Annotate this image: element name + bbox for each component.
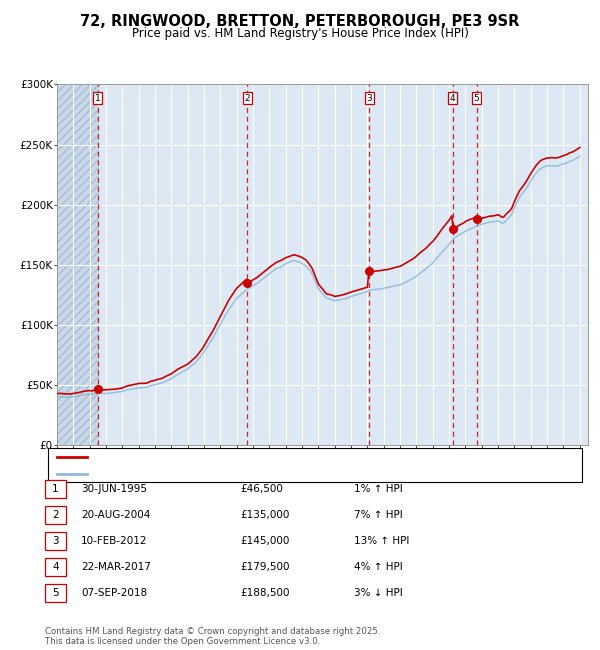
Text: 7% ↑ HPI: 7% ↑ HPI [354, 510, 403, 520]
Text: 13% ↑ HPI: 13% ↑ HPI [354, 536, 409, 546]
Text: Contains HM Land Registry data © Crown copyright and database right 2025.: Contains HM Land Registry data © Crown c… [45, 627, 380, 636]
Text: 4: 4 [52, 562, 59, 572]
Text: 72, RINGWOOD, BRETTON, PETERBOROUGH, PE3 9SR: 72, RINGWOOD, BRETTON, PETERBOROUGH, PE3… [80, 14, 520, 29]
Text: HPI: Average price, semi-detached house, City of Peterborough: HPI: Average price, semi-detached house,… [90, 469, 398, 479]
Text: This data is licensed under the Open Government Licence v3.0.: This data is licensed under the Open Gov… [45, 637, 320, 646]
Text: 20-AUG-2004: 20-AUG-2004 [81, 510, 151, 520]
Text: 1: 1 [95, 94, 101, 103]
Text: 3: 3 [52, 536, 59, 546]
Text: 1% ↑ HPI: 1% ↑ HPI [354, 484, 403, 494]
Text: 5: 5 [473, 94, 479, 103]
Text: 5: 5 [52, 588, 59, 598]
Text: 4% ↑ HPI: 4% ↑ HPI [354, 562, 403, 572]
Text: Price paid vs. HM Land Registry's House Price Index (HPI): Price paid vs. HM Land Registry's House … [131, 27, 469, 40]
Text: 1: 1 [52, 484, 59, 494]
Text: 4: 4 [450, 94, 455, 103]
Text: £145,000: £145,000 [240, 536, 289, 546]
Text: 10-FEB-2012: 10-FEB-2012 [81, 536, 148, 546]
Text: 2: 2 [244, 94, 250, 103]
Text: 3: 3 [367, 94, 372, 103]
Text: 07-SEP-2018: 07-SEP-2018 [81, 588, 147, 598]
Text: £179,500: £179,500 [240, 562, 290, 572]
Text: 3% ↓ HPI: 3% ↓ HPI [354, 588, 403, 598]
Text: 30-JUN-1995: 30-JUN-1995 [81, 484, 147, 494]
Text: £135,000: £135,000 [240, 510, 289, 520]
Text: £46,500: £46,500 [240, 484, 283, 494]
Text: 2: 2 [52, 510, 59, 520]
Text: 22-MAR-2017: 22-MAR-2017 [81, 562, 151, 572]
Text: £188,500: £188,500 [240, 588, 290, 598]
Text: 72, RINGWOOD, BRETTON, PETERBOROUGH, PE3 9SR (semi-detached house): 72, RINGWOOD, BRETTON, PETERBOROUGH, PE3… [90, 452, 469, 462]
